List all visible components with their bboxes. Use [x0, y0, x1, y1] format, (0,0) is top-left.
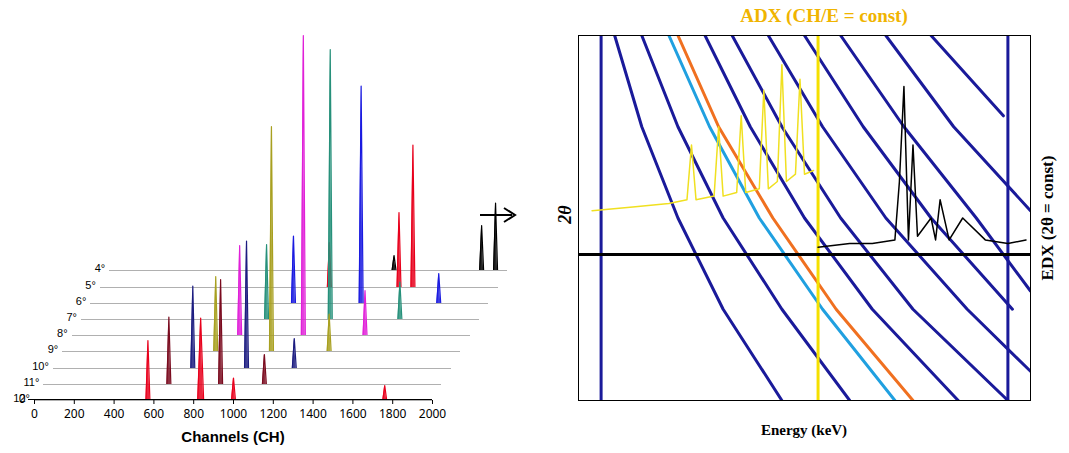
svg-text:0: 0 — [31, 405, 38, 422]
svg-text:800: 800 — [183, 405, 204, 422]
svg-text:2000: 2000 — [419, 405, 447, 422]
svg-text:1600: 1600 — [339, 405, 367, 422]
svg-text:1400: 1400 — [299, 405, 327, 422]
svg-text:1000: 1000 — [220, 405, 248, 422]
svg-text:600: 600 — [144, 405, 165, 422]
svg-text:200: 200 — [64, 405, 85, 422]
svg-text:400: 400 — [104, 405, 125, 422]
svg-text:1800: 1800 — [379, 405, 407, 422]
svg-text:0: 0 — [19, 390, 26, 407]
svg-text:1200: 1200 — [260, 405, 288, 422]
